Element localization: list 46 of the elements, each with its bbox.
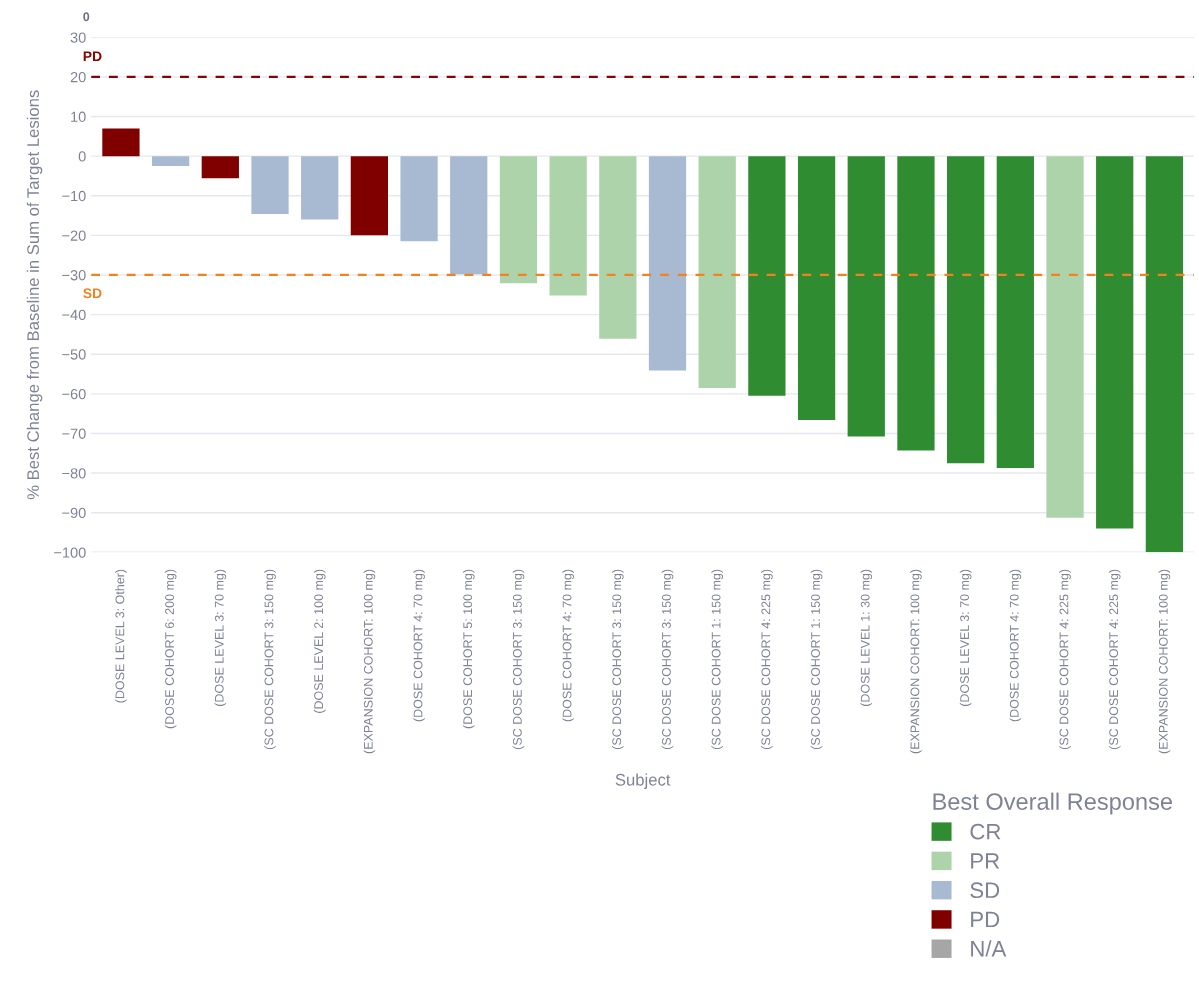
legend-label: PD bbox=[971, 911, 1000, 928]
x-tick-label: (EXPANSION COHORT: 100 mg) bbox=[1158, 569, 1171, 754]
x-tick-label: (SC DOSE COHORT 3: 150 mg) bbox=[661, 569, 674, 750]
legend-label: SD bbox=[970, 882, 1000, 899]
x-tick-label: (SC DOSE COHORT 1: 150 mg) bbox=[810, 569, 823, 750]
x-tick-label: (DOSE COHORT 4: 70 mg) bbox=[413, 569, 425, 722]
x-tick-label: (DOSE LEVEL 3: 70 mg) bbox=[959, 569, 972, 706]
x-tick-label: (DOSE COHORT 4: 70 mg) bbox=[1009, 569, 1022, 722]
x-tick-label: (SC DOSE COHORT 4: 225 mg) bbox=[1108, 569, 1121, 750]
x-tick-label: (SC DOSE COHORT 4: 225 mg) bbox=[761, 569, 773, 750]
legend-label: PR bbox=[971, 853, 1000, 869]
x-tick-label: (EXPANSION COHORT: 100 mg) bbox=[363, 569, 376, 754]
y-tick-label: 10 bbox=[71, 111, 86, 122]
x-tick-label: (SC DOSE COHORT 3: 150 mg) bbox=[512, 569, 525, 750]
x-tick-label: (DOSE LEVEL 3: Other) bbox=[115, 569, 127, 703]
x-tick-label: (EXPANSION COHORT: 100 mg) bbox=[910, 569, 922, 754]
x-axis-title: Subject bbox=[615, 773, 671, 789]
x-tick-label: (DOSE COHORT 6: 200 mg) bbox=[164, 569, 177, 729]
y-tick-label: −20 bbox=[62, 230, 86, 241]
y-tick-label: −60 bbox=[62, 388, 86, 400]
y-tick-label: −100 bbox=[54, 547, 86, 558]
y-tick-label: −40 bbox=[62, 309, 86, 321]
y-tick-label: −10 bbox=[62, 190, 86, 202]
y-tick-label: 20 bbox=[70, 72, 86, 83]
x-tick-label: (SC DOSE COHORT 4: 225 mg) bbox=[1059, 569, 1071, 750]
legend-label: N/A bbox=[971, 940, 1007, 957]
ref-line-label: SD bbox=[83, 288, 102, 299]
x-tick-label: (SC DOSE COHORT 3: 150 mg) bbox=[611, 569, 624, 750]
legend-label: CR bbox=[970, 823, 1001, 840]
y-axis-title: % Best Change from Baseline in Sum of Target Lesions bbox=[26, 90, 43, 500]
y-tick-label: −90 bbox=[62, 507, 86, 519]
y-tick-label: −70 bbox=[62, 428, 86, 439]
x-tick-label: (DOSE COHORT 4: 70 mg) bbox=[562, 569, 574, 722]
y-tick-label: −80 bbox=[62, 468, 86, 479]
x-tick-label: (DOSE LEVEL 3: 70 mg) bbox=[214, 569, 227, 706]
y-tick-label: −30 bbox=[62, 270, 86, 281]
x-tick-label: (SC DOSE COHORT 3: 150 mg) bbox=[264, 569, 276, 750]
y-tick-label: 0 bbox=[78, 151, 86, 162]
y-tick-label: 30 bbox=[70, 32, 86, 43]
legend-title: Best Overall Response bbox=[933, 792, 1172, 815]
x-tick-label: (DOSE COHORT 5: 100 mg) bbox=[462, 569, 475, 729]
x-tick-label: (DOSE LEVEL 2: 100 mg) bbox=[313, 569, 326, 713]
y-tick-label: −50 bbox=[62, 349, 86, 360]
ref-line-label: PD bbox=[83, 51, 102, 62]
x-tick-label: (DOSE LEVEL 1: 30 mg) bbox=[860, 569, 873, 706]
x-tick-label: (SC DOSE COHORT 1: 150 mg) bbox=[711, 569, 724, 750]
